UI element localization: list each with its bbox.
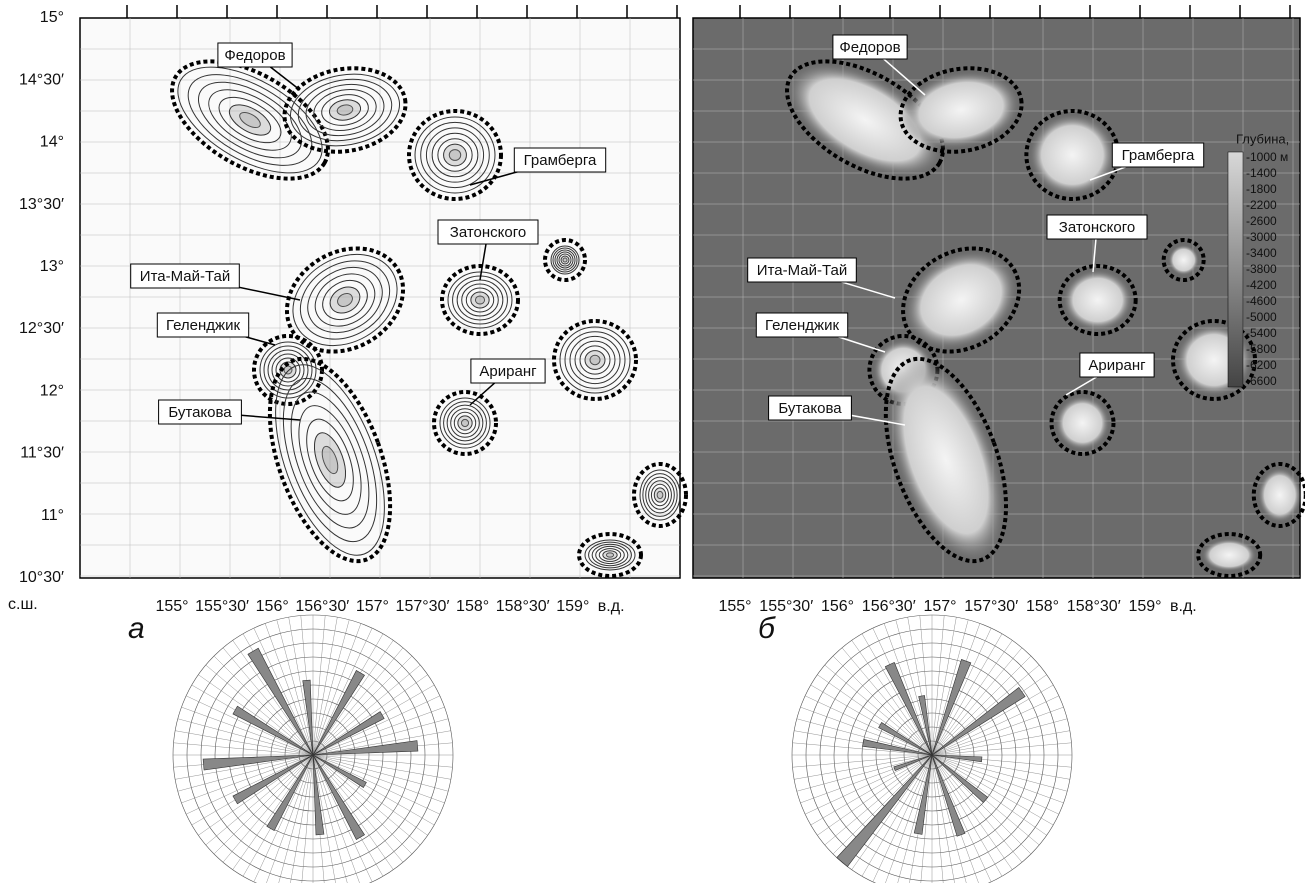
rose-petal <box>267 755 313 831</box>
lon-label: 157° <box>356 598 389 615</box>
lon-label: 157°30′ <box>964 598 1018 615</box>
lon-label: 155° <box>718 598 751 615</box>
seamount <box>1062 269 1132 331</box>
legend-level: -5400 <box>1246 326 1277 340</box>
legend-level: -6200 <box>1246 358 1277 372</box>
lon-label: 156° <box>821 598 854 615</box>
lat-label: 13°30′ <box>19 196 64 213</box>
callout-label: Федоров <box>839 39 900 56</box>
rose-ray <box>313 755 448 791</box>
lon-label: 156° <box>256 598 289 615</box>
lat-label: 15° <box>40 9 64 26</box>
seamount <box>1168 245 1199 276</box>
lon-label: 158°30′ <box>496 598 550 615</box>
rose-petal <box>919 695 932 755</box>
panel-letter: б <box>758 612 776 645</box>
callout-label: Затонского <box>450 224 526 241</box>
lat-label: 12° <box>40 382 64 399</box>
legend-level: -4200 <box>1246 278 1277 292</box>
rose-ray <box>178 719 313 755</box>
seamount <box>1258 468 1302 523</box>
lat-label: 12°30′ <box>19 320 64 337</box>
lon-label: 159° <box>1128 598 1161 615</box>
panel-letter: а <box>128 612 145 645</box>
lat-label: 13° <box>40 258 64 275</box>
contour <box>561 256 569 264</box>
callout-label: Ита-Май-Тай <box>140 268 230 285</box>
lon-suffix: в.д. <box>598 598 625 615</box>
legend-level: -4600 <box>1246 294 1277 308</box>
callout-label: Ариранг <box>1088 357 1146 374</box>
callout-label: Затонского <box>1059 219 1135 236</box>
contour <box>471 292 489 308</box>
legend-level: -3800 <box>1246 262 1277 276</box>
lon-label: 158° <box>456 598 489 615</box>
figure: с.ш. а б Глубина, 15° 14°30′ 14° 13°30′ 13° 1… <box>0 0 1305 883</box>
seamount <box>1028 113 1116 197</box>
contour <box>654 488 665 502</box>
rose-petal <box>233 706 313 755</box>
legend-level: -3400 <box>1246 246 1277 260</box>
callout-label: Федоров <box>224 47 285 64</box>
lat-label: 14° <box>40 134 64 151</box>
rose-ray <box>932 719 1067 755</box>
callout-label: Грамберга <box>524 152 597 169</box>
contour <box>603 551 617 560</box>
legend-level: -1000 м <box>1246 150 1288 164</box>
lon-label: 157°30′ <box>396 598 450 615</box>
lon-label: 155°30′ <box>195 598 249 615</box>
contour <box>458 416 472 430</box>
contour <box>585 351 605 370</box>
rose-ray <box>797 719 932 755</box>
callout-label: Бутакова <box>778 400 842 417</box>
legend-level: -5800 <box>1246 342 1277 356</box>
rose-ray <box>884 755 932 883</box>
lat-label: 14°30′ <box>19 71 64 88</box>
callout-label: Геленджик <box>765 317 840 334</box>
legend-level: -2600 <box>1246 214 1277 228</box>
callout-label: Ариранг <box>479 363 537 380</box>
lon-label: 156°30′ <box>295 598 349 615</box>
callout-label: Геленджик <box>166 317 241 334</box>
rose-ray <box>313 620 349 755</box>
seamount <box>1202 539 1257 572</box>
callout-label: Бутакова <box>168 404 232 421</box>
lon-label: 155° <box>155 598 188 615</box>
lat-suffix: с.ш. <box>8 596 38 613</box>
lat-label: 11° <box>41 507 64 524</box>
legend-level: -1800 <box>1246 182 1277 196</box>
rose-petal <box>837 755 932 867</box>
rose-petal <box>863 739 932 755</box>
lon-label: 156°30′ <box>862 598 916 615</box>
rose-petal <box>313 670 365 755</box>
legend-level: -5000 <box>1246 310 1277 324</box>
contour <box>444 144 467 166</box>
callout-label: Ита-Май-Тай <box>757 262 847 279</box>
seamount <box>1055 396 1110 451</box>
lon-label: 157° <box>923 598 956 615</box>
legend-level: -1400 <box>1246 166 1277 180</box>
lon-label: 155°30′ <box>759 598 813 615</box>
rose-ray <box>797 755 932 791</box>
legend-level: -3000 <box>1246 230 1277 244</box>
lat-label: 10°30′ <box>19 569 64 586</box>
callout-label: Грамберга <box>1122 147 1195 164</box>
lon-label: 159° <box>556 598 589 615</box>
lat-label: 11°30′ <box>20 445 64 462</box>
lon-label: 158°30′ <box>1067 598 1121 615</box>
legend-title: Глубина, <box>1236 131 1289 146</box>
legend-level: -6600 <box>1246 374 1277 388</box>
lon-suffix: в.д. <box>1170 598 1197 615</box>
lon-label: 158° <box>1026 598 1059 615</box>
rose-petal <box>248 648 313 755</box>
legend-level: -2200 <box>1246 198 1277 212</box>
